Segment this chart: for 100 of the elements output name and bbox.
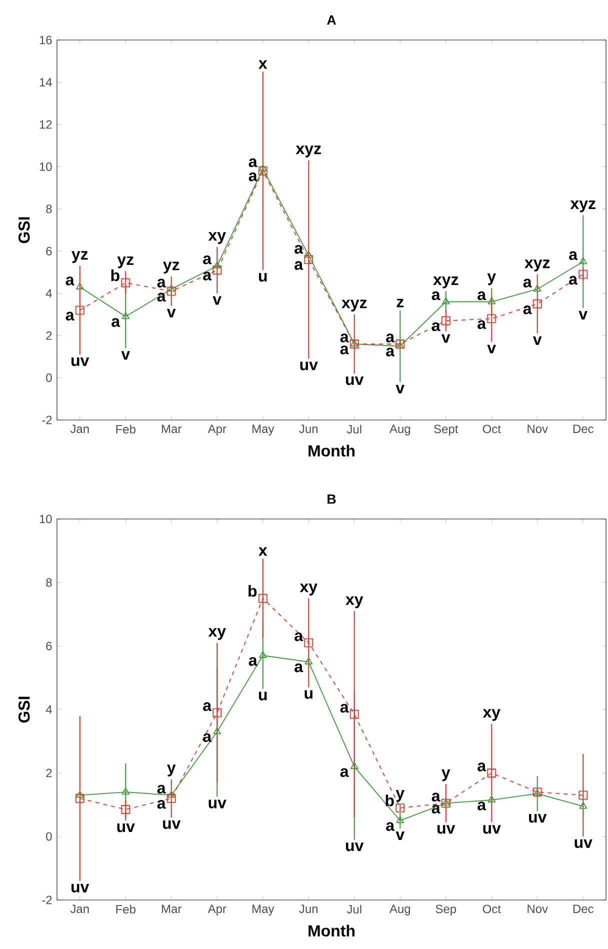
x-tick-label: Jul xyxy=(346,424,362,434)
x-tick-label: Oct xyxy=(482,904,501,914)
x-tick-label: Mar xyxy=(162,904,182,914)
annotation: a xyxy=(294,261,304,270)
annotation: uv xyxy=(529,814,547,823)
annotation: uv xyxy=(346,376,364,386)
x-tick-label: Dec xyxy=(573,424,594,434)
x-tick-label: Aug xyxy=(389,424,410,436)
annotation: v xyxy=(396,831,404,840)
annotation: a xyxy=(157,784,166,794)
annotation: u xyxy=(258,692,267,700)
y-tick-label: 12 xyxy=(40,120,52,129)
annotation: x xyxy=(258,60,268,69)
annotation: a xyxy=(432,804,440,814)
annotation: a xyxy=(248,172,258,182)
annotation: yz xyxy=(117,256,134,268)
annotation: a xyxy=(248,657,258,666)
annotation: xy xyxy=(208,628,226,640)
x-tick-label: Mar xyxy=(162,424,182,434)
annotation: a xyxy=(340,768,349,777)
annotation: a xyxy=(340,346,349,354)
annotation: xy xyxy=(208,232,226,244)
annotation: b xyxy=(248,585,257,597)
annotation: uv xyxy=(208,800,226,808)
annotation: a xyxy=(432,291,440,300)
y-tick-label: 2 xyxy=(46,331,52,340)
annotation: y xyxy=(167,764,176,776)
annotation: a xyxy=(157,278,166,288)
annotation: a xyxy=(386,822,395,831)
annotation: a xyxy=(523,278,532,288)
chart-title: B xyxy=(328,494,336,504)
x-tick-label: Jul xyxy=(346,904,362,914)
y-axis-title: GSI xyxy=(18,217,30,244)
annotation: xy xyxy=(482,709,500,721)
annotation: a xyxy=(203,272,212,280)
x-tick-label: Jan xyxy=(70,424,89,434)
annotation: a xyxy=(203,256,212,264)
x-tick-label: Feb xyxy=(116,424,136,434)
annotation: xyz xyxy=(524,260,550,272)
x-tick-label: Nov xyxy=(528,904,548,914)
y-tick-label: -2 xyxy=(42,416,52,424)
x-tick-label: May xyxy=(252,904,274,916)
annotation: xyz xyxy=(296,146,321,158)
x-tick-label: Jan xyxy=(70,904,89,914)
annotation: uv xyxy=(117,824,135,832)
annotation: u xyxy=(304,690,312,699)
annotation: uv xyxy=(163,820,181,829)
y-tick-label: 14 xyxy=(40,78,52,86)
annotation: a xyxy=(294,244,304,254)
x-tick-label: Jun xyxy=(299,904,318,914)
y-tick-label: -2 xyxy=(42,896,52,904)
y-axis-title: GSI xyxy=(18,696,30,723)
annotation: a xyxy=(478,320,486,330)
annotation: a xyxy=(478,802,486,810)
annotation: v xyxy=(532,336,542,345)
annotation: a xyxy=(157,292,166,302)
annotation: a xyxy=(478,762,486,772)
annotation: a xyxy=(569,251,578,260)
x-tick-label: Aug xyxy=(389,904,410,916)
annotation: a xyxy=(569,276,578,285)
annotation: a xyxy=(66,276,74,286)
annotation: a xyxy=(432,792,440,802)
annotation: uv xyxy=(346,842,364,852)
annotation: v xyxy=(396,384,404,394)
annotation: a xyxy=(386,334,395,342)
x-tick-label: Feb xyxy=(116,904,136,914)
y-tick-label: 2 xyxy=(46,768,52,778)
annotation: a xyxy=(523,305,532,314)
annotation: a xyxy=(294,663,304,672)
x-tick-label: Oct xyxy=(482,424,501,434)
annotation: uv xyxy=(72,357,90,366)
annotation: a xyxy=(157,800,166,809)
annotation: xyz xyxy=(342,300,367,312)
y-tick-label: 8 xyxy=(46,578,52,587)
x-axis-title: Month xyxy=(308,444,354,456)
x-axis-title: Month xyxy=(308,924,354,936)
annotation: u xyxy=(258,273,267,282)
annotation: a xyxy=(340,704,349,713)
annotation: uv xyxy=(483,825,501,834)
y-tick-label: 8 xyxy=(46,204,52,214)
annotation: b xyxy=(386,794,394,806)
annotation: xyz xyxy=(433,276,458,288)
annotation: x xyxy=(258,547,268,556)
annotation: y xyxy=(487,273,496,286)
annotation: y xyxy=(442,769,450,782)
annotation: yz xyxy=(163,262,180,274)
y-tick-label: 4 xyxy=(46,705,52,714)
chart-title: A xyxy=(327,15,336,25)
y-tick-label: 10 xyxy=(40,162,52,171)
annotation: a xyxy=(386,348,395,356)
annotation: a xyxy=(203,733,212,742)
y-tick-label: 4 xyxy=(46,289,52,298)
x-tick-label: Dec xyxy=(573,904,594,914)
annotation: v xyxy=(121,351,130,360)
annotation: a xyxy=(66,312,74,321)
annotation: a xyxy=(294,632,304,642)
y-tick-label: 0 xyxy=(46,374,52,382)
annotation: yz xyxy=(72,251,88,263)
annotation: z xyxy=(396,298,404,308)
annotation: a xyxy=(432,322,440,332)
